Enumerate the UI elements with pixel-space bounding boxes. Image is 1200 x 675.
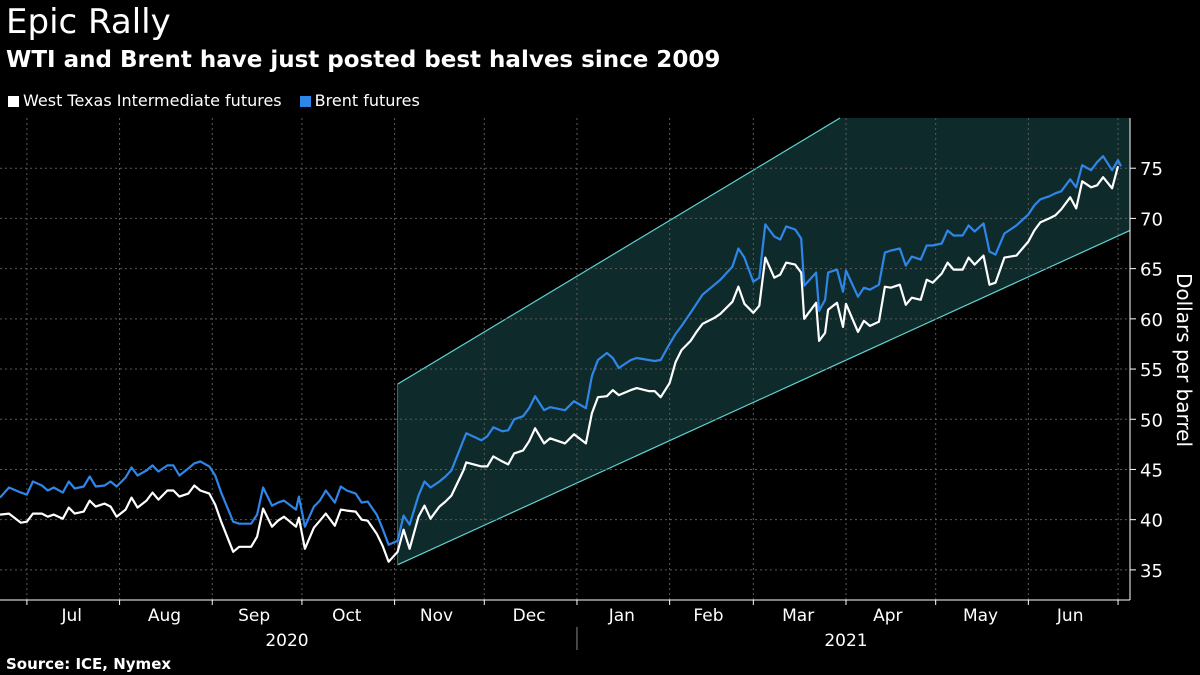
year-label: 2021 [824,631,867,651]
legend-item-wti: West Texas Intermediate futures [8,90,282,112]
y-tick-label: 65 [1140,260,1163,281]
x-tick-label: Oct [332,606,362,626]
series-line-brent-futures [0,155,1122,546]
x-tick-label: Jan [608,606,635,626]
legend-label-brent: Brent futures [314,91,420,110]
y-tick-label: 45 [1140,460,1163,481]
y-tick-label: 40 [1140,511,1163,532]
legend-swatch-wti [8,95,19,107]
channel-upper-line [397,117,841,385]
legend-label-wti: West Texas Intermediate futures [23,91,282,110]
y-tick-label: 60 [1140,310,1163,331]
trend-channel [397,117,1131,566]
x-tick-label: Mar [782,606,814,626]
series-line-west-texas-intermediate-futures [0,165,1120,563]
x-tick-label: May [963,606,998,626]
x-tick-label: Jun [1056,606,1084,626]
y-tick-label: 55 [1140,360,1163,381]
channel-fill [397,118,1130,565]
x-tick-label: Jul [60,606,82,626]
legend-swatch-brent [299,95,311,107]
x-tick-label: Aug [148,606,181,626]
y-tick-label: 35 [1140,561,1163,582]
x-tick-label: Feb [693,606,723,626]
y-tick-label: 75 [1140,159,1163,180]
x-tick-label: Sep [238,606,270,626]
year-label: 2020 [265,631,308,651]
x-tick-label: Apr [873,606,902,626]
y-tick-label: 50 [1140,410,1163,431]
source-note: Source: ICE, Nymex [6,655,172,673]
x-tick-label: Dec [513,606,546,626]
y-tick-label: 70 [1140,209,1163,230]
channel-lower-line [397,229,1131,566]
y-axis-label: Dollars per barrel [1172,273,1196,447]
legend-item-brent: Brent futures [299,90,420,112]
grid-lines [0,118,1130,600]
chart-title: Epic Rally [6,2,171,42]
axes: 35 40 45 50 55 60 65 70 75 Jul Aug Sep Oct Nov Dec Jan F… [0,118,1163,651]
chart-subtitle: WTI and Brent have just posted best halv… [6,47,721,73]
x-tick-label: Nov [420,606,453,626]
chart-legend: West Texas Intermediate futures Brent fu… [8,90,420,112]
series-lines [0,155,1122,563]
